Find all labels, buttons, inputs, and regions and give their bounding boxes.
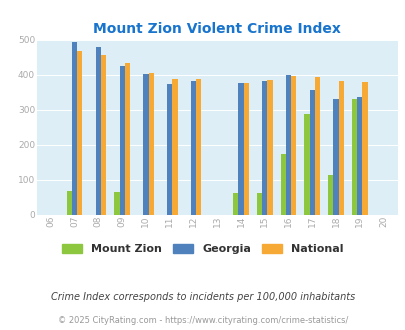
Title: Mount Zion Violent Crime Index: Mount Zion Violent Crime Index xyxy=(93,22,340,36)
Bar xyxy=(166,84,172,214)
Bar xyxy=(262,81,267,214)
Bar xyxy=(309,90,314,214)
Bar xyxy=(77,51,82,214)
Bar xyxy=(362,82,367,214)
Bar xyxy=(148,73,153,215)
Bar xyxy=(172,79,177,214)
Bar xyxy=(232,193,238,215)
Bar xyxy=(196,79,201,214)
Bar xyxy=(96,47,101,214)
Bar xyxy=(351,99,356,214)
Bar xyxy=(124,63,130,214)
Bar xyxy=(114,192,119,214)
Bar xyxy=(290,76,296,214)
Bar xyxy=(285,75,290,214)
Bar xyxy=(243,83,248,214)
Bar xyxy=(327,175,333,214)
Bar xyxy=(190,81,196,214)
Bar xyxy=(314,77,320,215)
Bar xyxy=(238,82,243,214)
Legend: Mount Zion, Georgia, National: Mount Zion, Georgia, National xyxy=(58,239,347,258)
Bar xyxy=(267,80,272,214)
Bar xyxy=(101,55,106,214)
Bar xyxy=(338,81,343,214)
Bar xyxy=(256,193,262,215)
Bar xyxy=(304,114,309,214)
Bar xyxy=(119,66,124,214)
Text: © 2025 CityRating.com - https://www.cityrating.com/crime-statistics/: © 2025 CityRating.com - https://www.city… xyxy=(58,315,347,325)
Bar xyxy=(143,74,148,215)
Bar xyxy=(66,191,72,214)
Bar xyxy=(333,99,338,214)
Text: Crime Index corresponds to incidents per 100,000 inhabitants: Crime Index corresponds to incidents per… xyxy=(51,292,354,302)
Bar xyxy=(72,42,77,215)
Bar xyxy=(280,154,285,214)
Bar xyxy=(356,97,362,214)
